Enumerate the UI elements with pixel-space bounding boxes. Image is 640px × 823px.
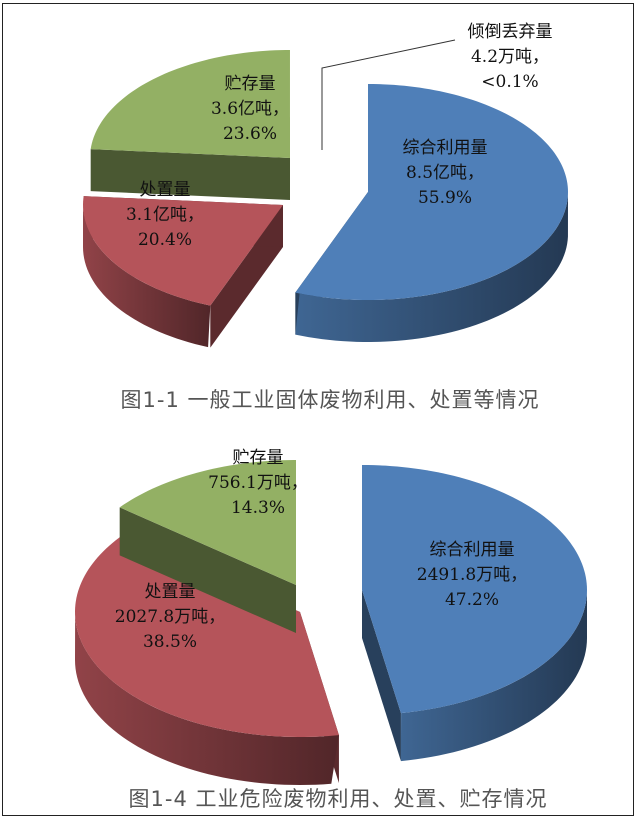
slice-percent: 55.9% [417, 188, 472, 208]
slice-value: 4.2万吨， [470, 47, 550, 67]
slice-wall [362, 590, 401, 762]
slice-value: 756.1万吨， [208, 473, 308, 493]
slice-top [83, 196, 283, 306]
pie-slice-1 [362, 465, 587, 762]
slice-percent: <0.1% [481, 72, 539, 92]
label-utilization-1: 综合利用量 8.5亿吨， 55.9% [403, 136, 488, 211]
slice-name: 综合利用量 [429, 540, 515, 560]
leader-line [321, 39, 456, 150]
pie-chart-2 [75, 460, 587, 785]
slice-value: 2491.8万吨， [416, 565, 528, 585]
label-storage-2: 贮存量 756.1万吨， 14.3% [208, 446, 308, 521]
slice-side [75, 616, 339, 785]
slice-name: 处置量 [144, 582, 196, 602]
slice-value: 3.1亿吨， [125, 205, 205, 225]
slice-name: 综合利用量 [402, 138, 488, 158]
slice-name: 贮存量 [224, 74, 276, 94]
slice-top [362, 465, 587, 714]
label-disposal-2: 处置量 2027.8万吨， 38.5% [115, 580, 225, 655]
pie-slice-2 [83, 196, 284, 348]
slice-percent: 23.6% [222, 124, 278, 144]
label-dumped-1: 倾倒丢弃量 4.2万吨， <0.1% [468, 20, 553, 95]
pie-slice-1 [295, 84, 568, 342]
slice-wall [90, 149, 291, 200]
slice-top [119, 460, 297, 585]
pie-slice-3 [90, 50, 291, 200]
slice-side [400, 590, 587, 762]
slice-percent: 20.4% [137, 230, 193, 250]
slice-name: 倾倒丢弃量 [467, 22, 553, 42]
slice-wall [119, 507, 297, 633]
caption-1: 图1-1 一般工业固体废物利用、处置等情况 [120, 388, 540, 412]
figure-frame [2, 3, 634, 816]
slice-side [295, 192, 568, 342]
slice-percent: 38.5% [142, 632, 198, 652]
caption-2: 图1-4 工业危险废物利用、处置、贮存情况 [128, 787, 548, 811]
slice-top [75, 534, 339, 737]
label-storage-1: 贮存量 3.6亿吨， 23.6% [211, 72, 289, 147]
slice-side [83, 206, 211, 348]
slice-value: 8.5亿吨， [405, 163, 485, 183]
slice-name: 贮存量 [232, 448, 284, 468]
slice-percent: 47.2% [444, 590, 500, 610]
slice-top [295, 84, 568, 300]
slice-percent: 14.3% [230, 498, 286, 518]
label-disposal-1: 处置量 3.1亿吨， 20.4% [126, 178, 204, 253]
pie-slice-3 [119, 460, 297, 633]
label-utilization-2: 综合利用量 2491.8万吨， 47.2% [417, 538, 527, 613]
pie-chart-1 [83, 50, 568, 348]
slice-name: 处置量 [139, 180, 191, 200]
slice-value: 3.6亿吨， [210, 99, 290, 119]
slice-value: 2027.8万吨， [114, 607, 226, 627]
slice-top [90, 50, 291, 158]
